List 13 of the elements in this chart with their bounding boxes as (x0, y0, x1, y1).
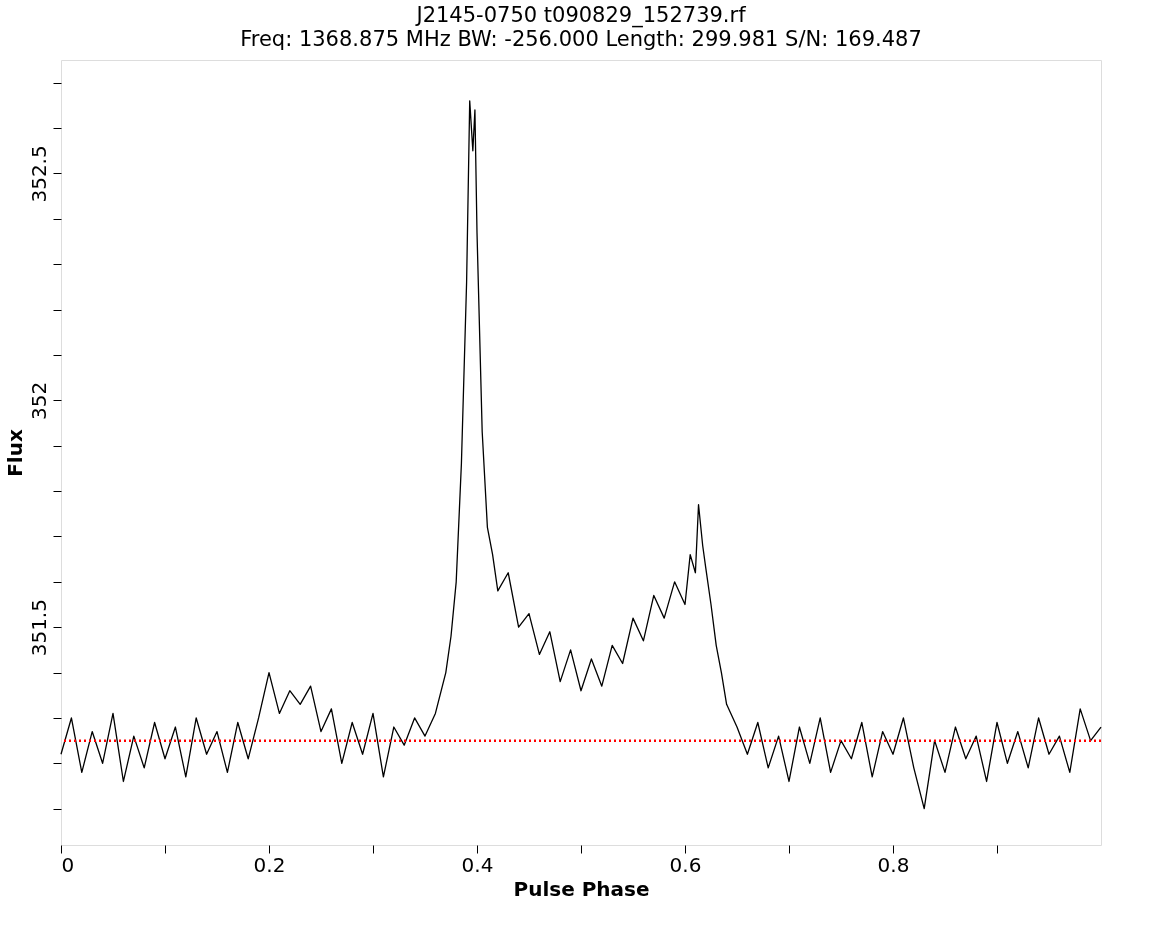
x-tick-label: 0.2 (253, 852, 286, 877)
x-tick-label: 0.8 (877, 852, 910, 877)
x-tick-label: 0 (61, 852, 75, 877)
chart-title: J2145-0750 t090829_152739.rf (414, 3, 747, 28)
y-axis-title: Flux (2, 429, 27, 477)
line-series (60, 100, 1102, 810)
y-tick-label: 352.5 (26, 145, 51, 203)
x-tick-label: 0.4 (461, 852, 494, 877)
x-tick-label: 0.6 (669, 852, 702, 877)
x-axis-title: Pulse Phase (513, 876, 650, 901)
y-tick-label: 351.5 (26, 599, 51, 657)
y-tick-label: 352 (26, 381, 51, 420)
chart-subtitle: Freq: 1368.875 MHz BW: -256.000 Length: 299.981 S/N: 169.487 (240, 27, 922, 51)
